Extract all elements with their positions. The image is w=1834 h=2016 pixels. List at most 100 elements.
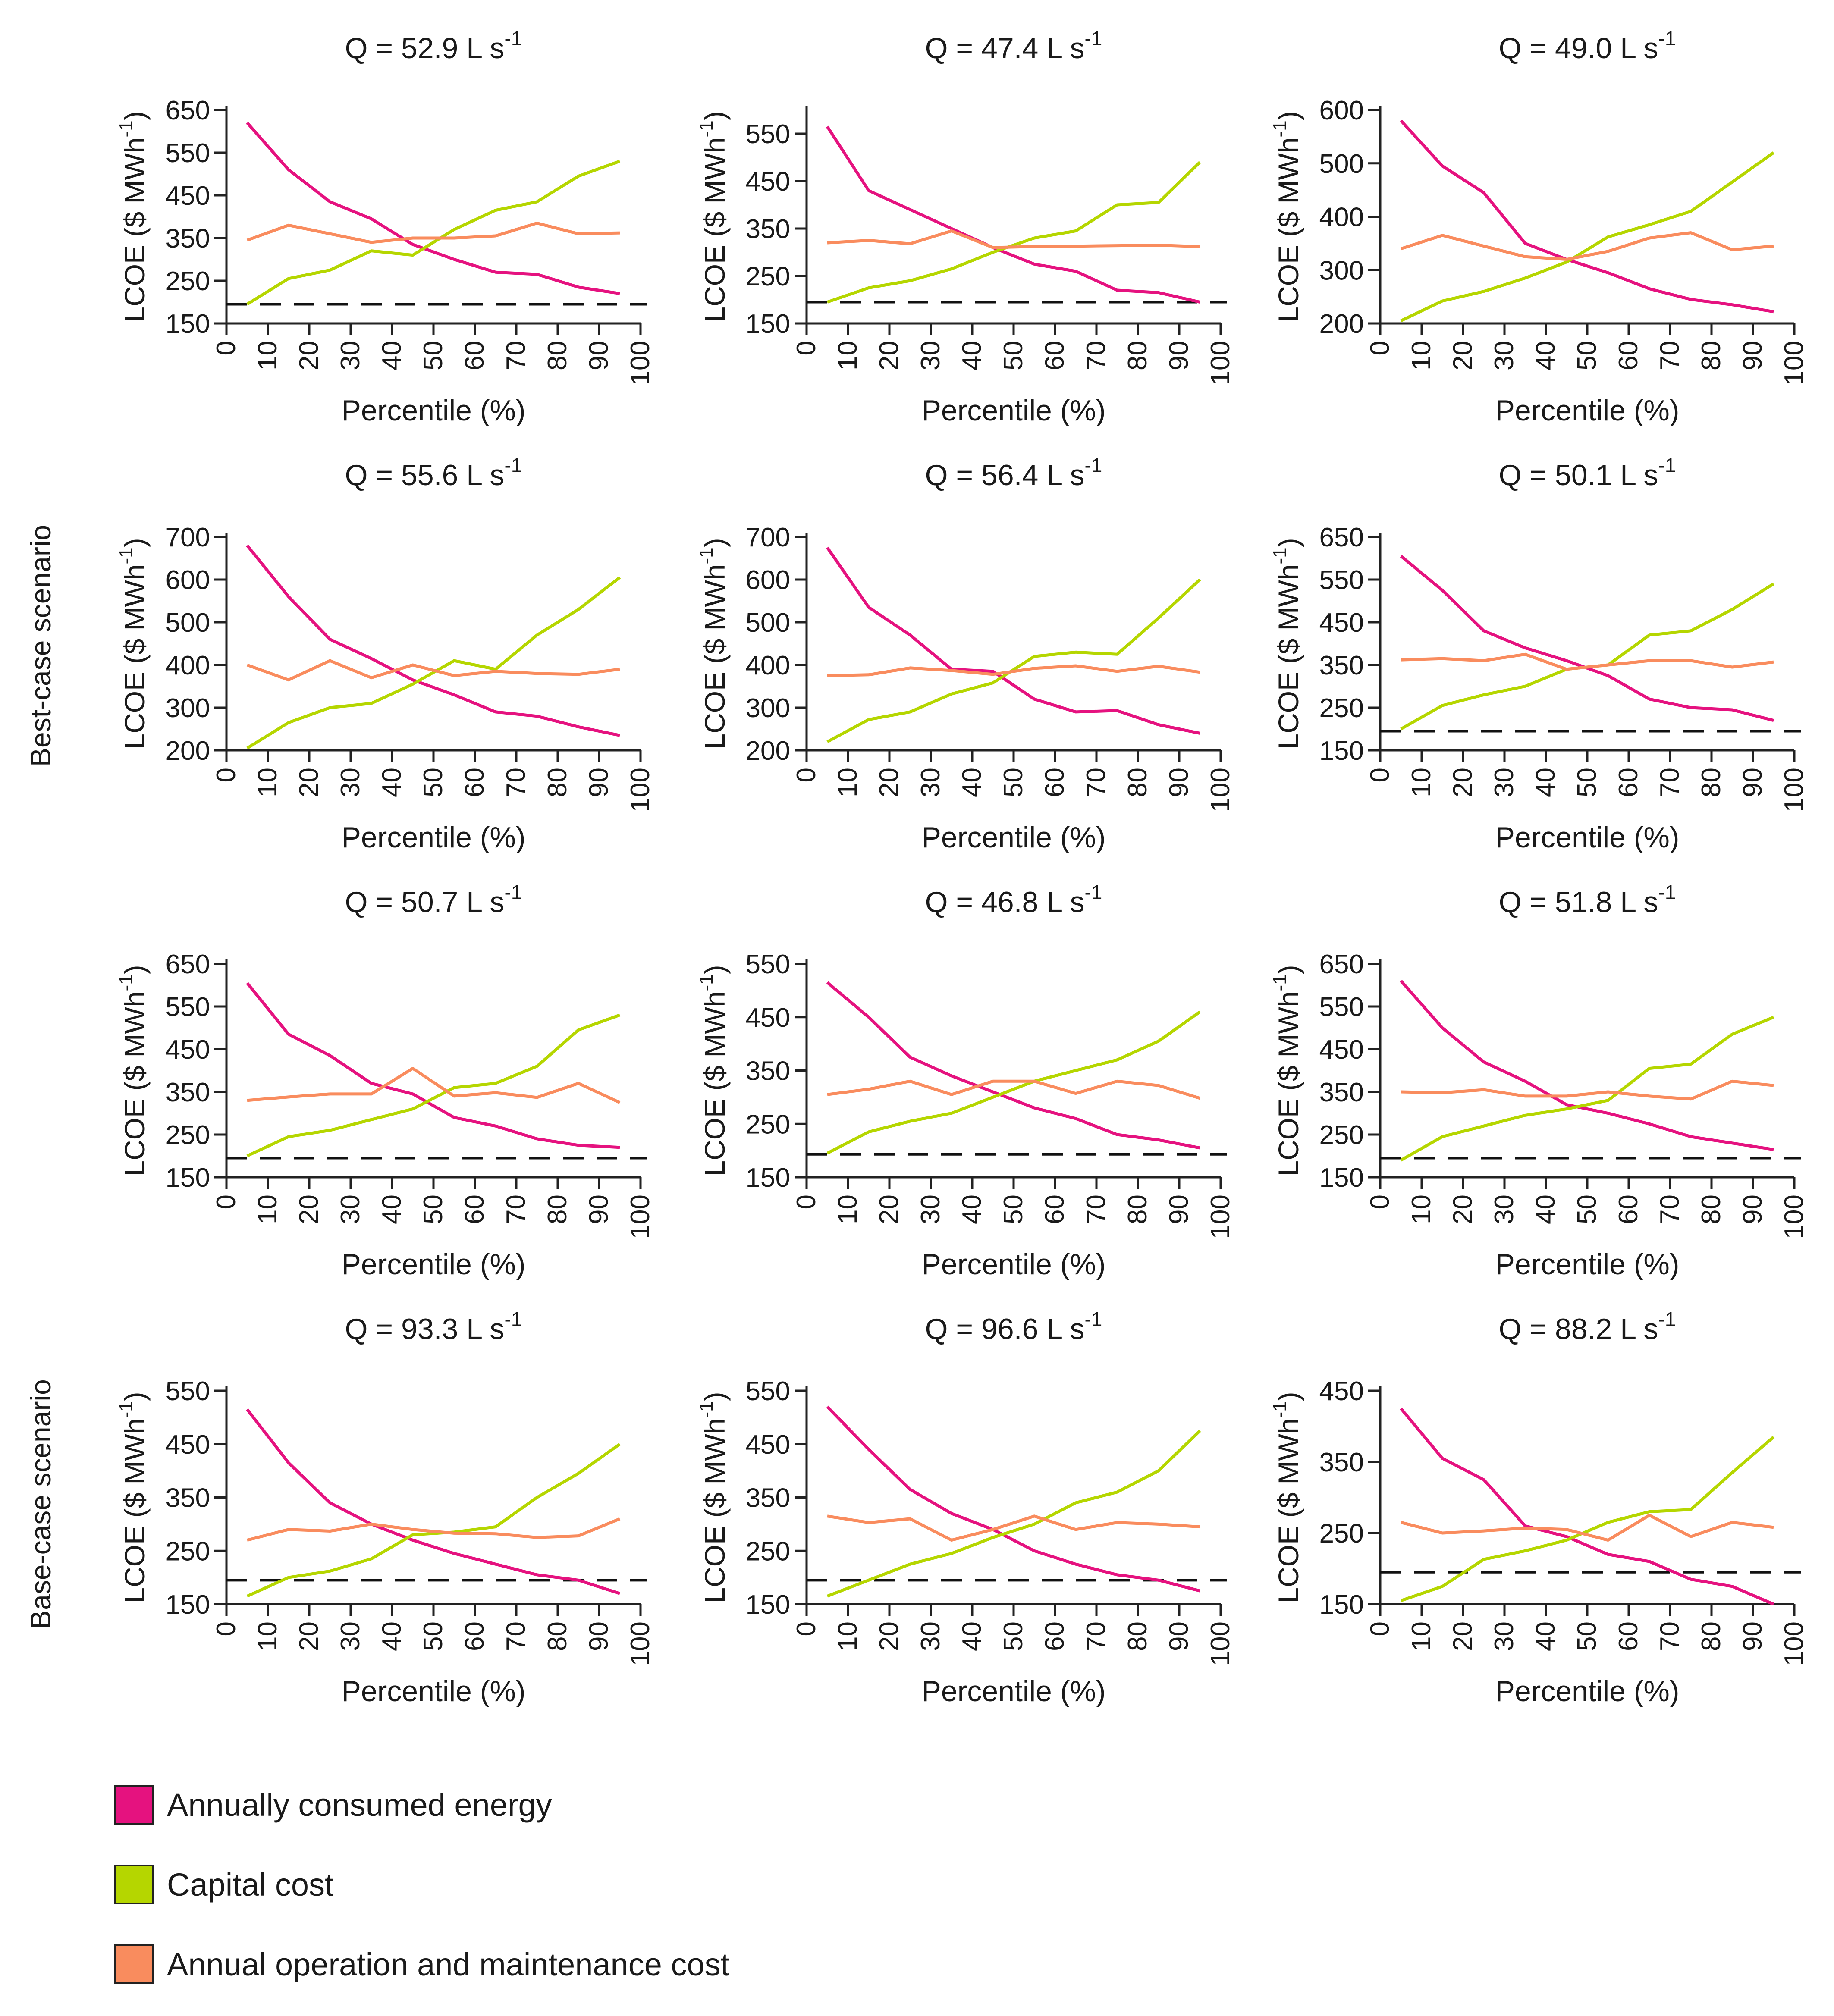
x-tick-label: 80 (543, 768, 572, 797)
chart-title-text: Q = 55.6 L s (345, 459, 505, 492)
y-axis-label-text: LCOE ($ MWh (119, 138, 151, 323)
y-tick-label: 250 (746, 1110, 790, 1139)
x-tick-label: 0 (791, 1621, 821, 1636)
x-tick-label: 50 (418, 1621, 448, 1651)
x-tick-label: 100 (1206, 768, 1235, 812)
x-tick-label: 90 (1164, 341, 1194, 370)
x-axis-label: Percentile (%) (1495, 1675, 1679, 1708)
series-line-capital (246, 576, 621, 749)
y-tick-label: 500 (746, 608, 790, 638)
y-tick-label: 450 (746, 167, 790, 197)
x-tick-label: 60 (1040, 341, 1070, 370)
x-tick-label: 20 (294, 768, 324, 797)
series-line-energy (1400, 980, 1774, 1151)
x-tick-label: 100 (1206, 1195, 1235, 1239)
y-axis-label-end: ) (119, 965, 151, 974)
x-tick-label: 50 (999, 768, 1028, 797)
y-axis-label-superscript: -1 (116, 974, 137, 991)
chart-title-superscript: -1 (504, 454, 522, 477)
y-axis-label-text: LCOE ($ MWh (699, 564, 731, 749)
x-tick-label: 10 (833, 1621, 863, 1651)
series-line-om (246, 221, 620, 244)
x-tick-label: 50 (999, 341, 1028, 370)
y-axis-label: LCOE ($ MWh-1) (116, 965, 151, 1176)
x-tick-label: 10 (253, 768, 283, 797)
y-tick-label: 700 (746, 523, 790, 552)
chart-title-superscript: -1 (504, 1308, 522, 1330)
y-axis-label-superscript: -1 (116, 547, 137, 564)
legend-swatch-energy (114, 1785, 154, 1825)
x-tick-label: 70 (1081, 1195, 1111, 1224)
x-tick-label: 20 (874, 1621, 904, 1651)
y-tick-label: 500 (1319, 149, 1364, 179)
series-line-energy (826, 981, 1200, 1150)
y-tick-label: 600 (166, 565, 210, 595)
x-tick-label: 60 (1614, 1621, 1643, 1651)
x-tick-label: 90 (1164, 1621, 1194, 1651)
x-tick-label: 60 (460, 341, 490, 370)
series-line-om (247, 1517, 621, 1542)
x-tick-label: 10 (1407, 768, 1436, 797)
y-tick-label: 550 (166, 992, 210, 1022)
y-axis-label-superscript: -1 (696, 120, 717, 137)
chart-title-superscript: -1 (1658, 27, 1676, 50)
x-tick-label: 30 (1489, 1195, 1519, 1224)
x-tick-label: 80 (1696, 341, 1726, 370)
x-axis-label: Percentile (%) (1495, 1248, 1679, 1281)
chart-title: Q = 46.8 L s-1 (925, 881, 1102, 919)
x-tick-label: 0 (211, 768, 241, 782)
y-tick-label: 150 (166, 309, 210, 339)
x-axis-label: Percentile (%) (1495, 394, 1679, 427)
x-axis-label: Percentile (%) (341, 394, 525, 427)
chart-title: Q = 55.6 L s-1 (345, 454, 522, 492)
y-tick-label: 150 (166, 1590, 210, 1620)
chart-title: Q = 50.7 L s-1 (345, 881, 522, 919)
y-tick-label: 550 (166, 138, 210, 168)
x-tick-label: 50 (1572, 1621, 1602, 1651)
y-tick-label: 650 (166, 950, 210, 979)
x-tick-label: 70 (1655, 1195, 1685, 1224)
x-tick-label: 90 (1738, 1195, 1768, 1224)
y-axis-label-end: ) (699, 965, 731, 974)
x-tick-label: 10 (253, 1195, 283, 1224)
x-tick-label: 90 (584, 1195, 614, 1224)
x-tick-label: 50 (418, 768, 448, 797)
y-tick-label: 250 (746, 262, 790, 292)
x-tick-label: 30 (916, 1195, 945, 1224)
x-tick-label: 10 (1407, 1195, 1436, 1224)
x-tick-label: 50 (418, 341, 448, 370)
chart-title-text: Q = 96.6 L s (925, 1313, 1085, 1345)
x-tick-label: 80 (1123, 768, 1153, 797)
x-tick-label: 30 (1489, 1621, 1519, 1651)
y-axis-label-superscript: -1 (696, 974, 717, 991)
x-tick-label: 40 (957, 1195, 987, 1224)
x-tick-label: 20 (294, 1621, 324, 1651)
y-tick-label: 450 (1319, 1035, 1364, 1065)
y-tick-label: 550 (1319, 565, 1364, 595)
series-line-energy (1400, 119, 1774, 314)
chart-title: Q = 56.4 L s-1 (925, 454, 1102, 492)
x-tick-label: 10 (1407, 341, 1436, 370)
x-tick-label: 10 (833, 768, 863, 797)
series-line-capital (826, 1430, 1201, 1598)
x-tick-label: 60 (1040, 768, 1070, 797)
series-line-om (1401, 1514, 1774, 1542)
x-tick-label: 90 (584, 1621, 614, 1651)
y-tick-label: 350 (1319, 651, 1364, 680)
y-tick-label: 350 (746, 1483, 790, 1513)
y-axis-label: LCOE ($ MWh-1) (1269, 111, 1304, 322)
legend-item-capital: Capital cost (114, 1856, 729, 1913)
x-tick-label: 80 (1696, 768, 1726, 797)
chart-title-text: Q = 88.2 L s (1499, 1313, 1658, 1345)
x-tick-label: 60 (1614, 768, 1643, 797)
series-line-om (827, 1079, 1201, 1100)
chart-title-text: Q = 50.7 L s (345, 886, 505, 919)
y-axis-label: LCOE ($ MWh-1) (1269, 538, 1304, 749)
x-tick-label: 70 (1081, 768, 1111, 797)
x-tick-label: 40 (377, 1195, 407, 1224)
y-axis-label-text: LCOE ($ MWh (119, 991, 151, 1176)
